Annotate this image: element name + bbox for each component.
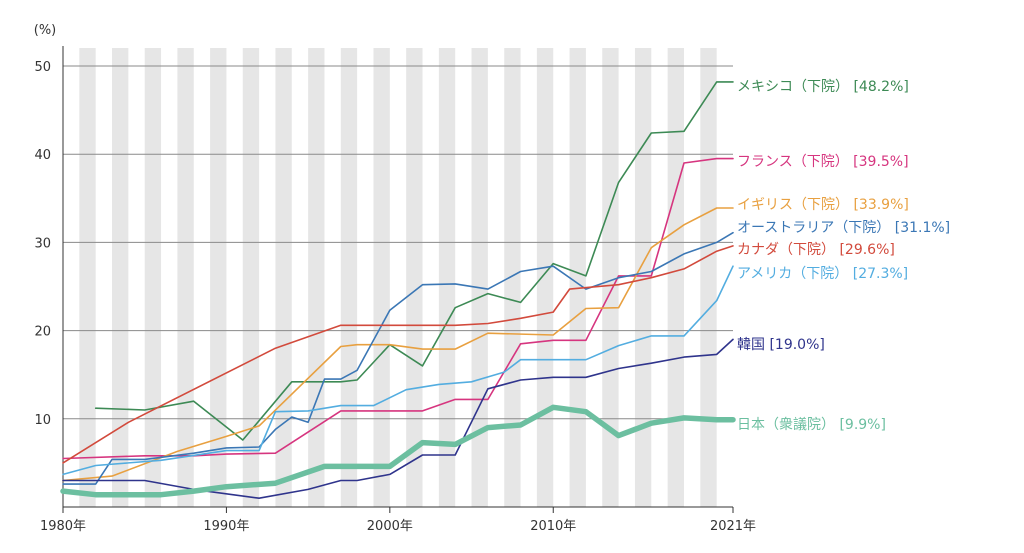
background-band — [112, 48, 129, 507]
background-band — [210, 48, 227, 507]
series-line-5 — [62, 265, 734, 476]
series-line-7 — [60, 404, 736, 498]
series-end-value: [33.9%] — [853, 197, 908, 213]
background-band — [602, 48, 619, 507]
series-label-1: フランス（下院） [39.5%] — [737, 154, 909, 170]
series-label-5: アメリカ（下院） [27.3%] — [737, 266, 908, 282]
series-label-3: オーストラリア（下院） [31.1%] — [737, 220, 950, 236]
background-band — [79, 48, 96, 507]
series-line-1 — [62, 157, 734, 460]
series-end-value: [27.3%] — [853, 266, 908, 282]
background-band — [340, 48, 358, 507]
series-name: アメリカ（下院） — [737, 266, 853, 282]
series-name: 韓国 — [737, 337, 769, 353]
background-band — [569, 48, 586, 507]
background-band — [438, 48, 456, 507]
series-labels: メキシコ（下院） [48.2%] フランス（下院） [39.5%] イギリス（下院）… — [737, 79, 950, 433]
series-name: 日本（衆議院） — [737, 416, 839, 433]
x-tick-label: 1980年 — [40, 519, 86, 534]
background-band — [634, 48, 652, 507]
x-tick-label: 1990年 — [203, 519, 249, 534]
series-end-value: [31.1%] — [895, 220, 950, 236]
background-band — [275, 48, 292, 507]
gridlines: 10 20 30 40 50 — [34, 60, 733, 428]
background-band — [308, 48, 325, 507]
series-label-7: 日本（衆議院） [9.9%] — [737, 416, 886, 433]
series-label-2: イギリス（下院） [33.9%] — [737, 197, 909, 213]
series-label-0: メキシコ（下院） [48.2%] — [737, 79, 909, 95]
series-name: オーストラリア（下院） — [737, 220, 895, 236]
y-tick-label: 30 — [34, 236, 51, 251]
series-name: カナダ（下院） — [737, 242, 839, 258]
y-tick-label: 40 — [34, 148, 51, 163]
series-label-6: 韓国 [19.0%] — [737, 337, 825, 353]
y-tick-label: 10 — [34, 413, 51, 428]
background-band — [406, 48, 423, 507]
x-tick-label: 2000年 — [367, 519, 413, 534]
background-band — [504, 48, 521, 507]
series-line-4 — [62, 245, 734, 464]
background-band — [700, 48, 717, 507]
background-band — [177, 48, 194, 507]
series-end-value: [48.2%] — [853, 79, 908, 95]
series-name: イギリス（下院） — [737, 197, 853, 213]
y-axis-unit-label: (%) — [34, 23, 57, 38]
series-line-2 — [62, 207, 734, 482]
background-band — [373, 48, 390, 507]
y-tick-label: 50 — [34, 60, 51, 75]
x-tick-label: 2021年 — [710, 519, 756, 534]
background-bands — [79, 48, 717, 507]
background-band — [471, 48, 488, 507]
series-end-value: [9.9%] — [839, 417, 886, 433]
series-end-value: [29.6%] — [839, 242, 894, 258]
series-label-4: カナダ（下院） [29.6%] — [737, 242, 895, 258]
background-band — [536, 48, 554, 507]
y-tick-label: 20 — [34, 325, 51, 340]
series-line-6 — [62, 338, 734, 499]
background-band — [667, 48, 684, 507]
series-end-value: [19.0%] — [769, 337, 824, 353]
axes: (%) 1980年 1990年 2000年 2010年 2021年 — [34, 23, 756, 534]
series-line-3 — [62, 231, 734, 485]
series-lines — [60, 81, 736, 499]
background-band — [144, 48, 162, 507]
series-name: フランス（下院） — [737, 154, 853, 170]
background-band — [242, 48, 260, 507]
series-end-value: [39.5%] — [853, 154, 908, 170]
series-name: メキシコ（下院） — [737, 79, 853, 95]
x-tick-label: 2010年 — [530, 519, 576, 534]
series-line-0 — [94, 81, 734, 441]
